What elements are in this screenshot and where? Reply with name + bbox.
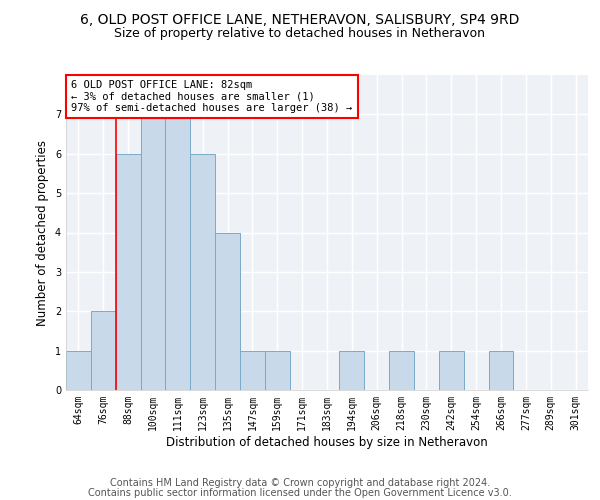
Text: Size of property relative to detached houses in Netheravon: Size of property relative to detached ho…	[115, 28, 485, 40]
X-axis label: Distribution of detached houses by size in Netheravon: Distribution of detached houses by size …	[166, 436, 488, 448]
Bar	[240, 350, 265, 390]
Bar	[265, 350, 290, 390]
Bar	[116, 154, 140, 390]
Text: 6, OLD POST OFFICE LANE, NETHERAVON, SALISBURY, SP4 9RD: 6, OLD POST OFFICE LANE, NETHERAVON, SAL…	[80, 12, 520, 26]
Bar	[340, 350, 364, 390]
Bar	[91, 311, 116, 390]
Bar	[66, 350, 91, 390]
Text: Contains HM Land Registry data © Crown copyright and database right 2024.: Contains HM Land Registry data © Crown c…	[110, 478, 490, 488]
Bar	[488, 350, 514, 390]
Text: 6 OLD POST OFFICE LANE: 82sqm
← 3% of detached houses are smaller (1)
97% of sem: 6 OLD POST OFFICE LANE: 82sqm ← 3% of de…	[71, 80, 352, 113]
Y-axis label: Number of detached properties: Number of detached properties	[37, 140, 49, 326]
Bar	[190, 154, 215, 390]
Text: Contains public sector information licensed under the Open Government Licence v3: Contains public sector information licen…	[88, 488, 512, 498]
Bar	[439, 350, 464, 390]
Bar	[215, 232, 240, 390]
Bar	[140, 114, 166, 390]
Bar	[389, 350, 414, 390]
Bar	[166, 114, 190, 390]
